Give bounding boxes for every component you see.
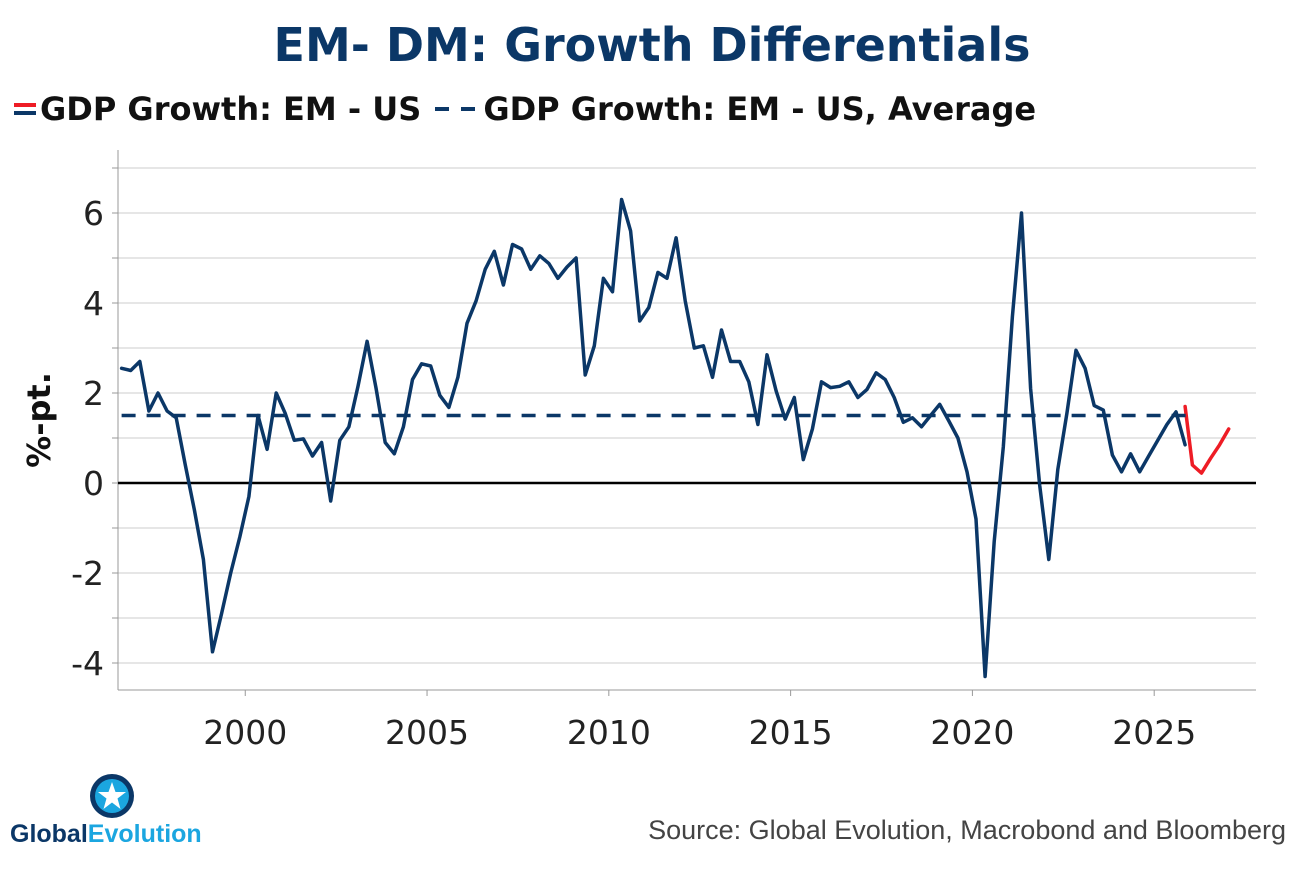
legend-label-series: GDP Growth: EM - US [40,90,422,128]
x-tick-label: 2010 [567,713,651,752]
x-tick-label: 2000 [203,713,287,752]
axes [112,150,1256,696]
x-tick-label: 2005 [385,713,469,752]
source-note: Source: Global Evolution, Macrobond and … [648,815,1286,845]
legend-item-series: GDP Growth: EM - US [14,90,421,128]
series-lines [119,197,1231,679]
series-line-forecast [1183,404,1231,475]
y-tick-label: 0 [83,464,104,503]
legend-item-average: GDP Growth: EM - US, Average [435,90,1036,128]
legend-swatch-dashed [435,107,480,111]
global-evolution-logo: GlobalEvolution [10,772,220,852]
y-tick-label: 4 [83,284,104,323]
chart-title: EM- DM: Growth Differentials [273,18,1031,72]
series-line-em-us [119,197,1187,679]
x-tick-label: 2025 [1112,713,1196,752]
y-tick-label: -4 [71,644,104,683]
x-tick-label: 2015 [749,713,833,752]
logo-text-evolution: Evolution [87,820,202,848]
y-axis-label: %-pt. [20,372,58,468]
logo-wordmark: GlobalEvolution [10,820,202,849]
logo-text-global: Global [10,820,88,848]
star-globe-icon [90,774,134,818]
y-tick-label: 2 [83,374,104,413]
y-tick-label: -2 [71,554,104,593]
tick-labels: -4 -2 0 2 4 6 2000 2005 2010 2015 2020 2025 [71,194,1196,752]
x-tick-label: 2020 [930,713,1014,752]
y-tick-label: 6 [83,194,104,233]
legend: GDP Growth: EM - US GDP Growth: EM - US,… [14,90,1050,128]
legend-label-average: GDP Growth: EM - US, Average [483,90,1037,128]
